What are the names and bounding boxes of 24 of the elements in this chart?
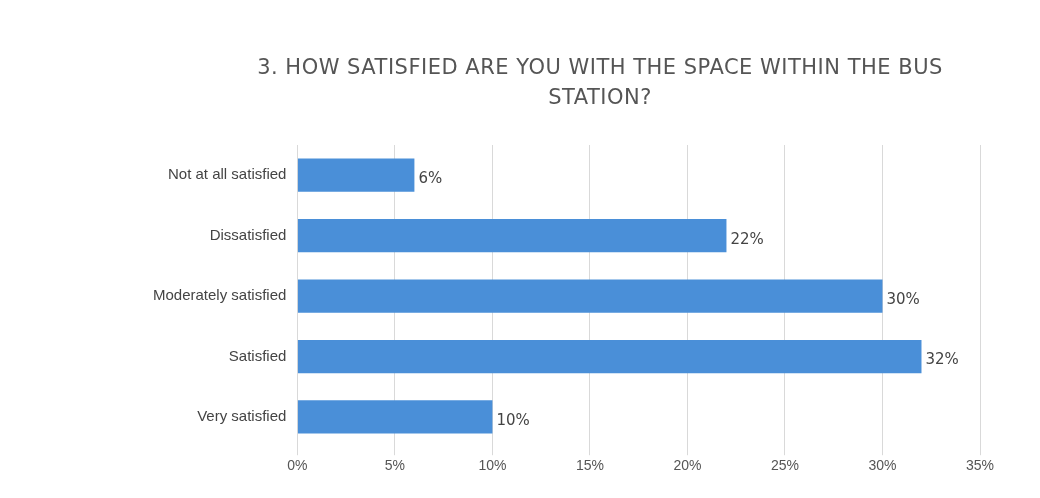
data-label: 22% xyxy=(730,229,764,248)
x-tick-label: 0% xyxy=(287,457,308,474)
data-label: 30% xyxy=(886,289,920,308)
y-tick-label: Very satisfied xyxy=(197,407,287,425)
data-label: 6% xyxy=(418,169,443,188)
bar xyxy=(297,400,493,434)
data-label: 10% xyxy=(496,410,530,429)
x-tick-label: 10% xyxy=(478,457,507,474)
y-tick-label: Dissatisfied xyxy=(209,225,287,243)
bar xyxy=(297,279,883,313)
chart-title: 3. HOW SATISFIED ARE YOU WITH THE SPACE WITHIN THE BUS STATION? xyxy=(256,54,944,111)
bar xyxy=(297,339,922,374)
y-tick-label: Satisfied xyxy=(228,346,287,364)
x-tick-label: 25% xyxy=(770,457,799,474)
x-tick-label: 5% xyxy=(384,457,406,474)
x-tick-label: 20% xyxy=(673,457,702,474)
x-tick-label: 15% xyxy=(575,457,604,474)
bar xyxy=(297,219,727,253)
data-label: 32% xyxy=(925,350,959,369)
y-tick-label: Not at all satisfied xyxy=(168,165,287,183)
bar xyxy=(297,158,415,192)
y-tick-label: Moderately satisfied xyxy=(152,286,287,304)
x-tick-label: 30% xyxy=(868,457,897,474)
x-tick-label: 35% xyxy=(965,457,995,474)
